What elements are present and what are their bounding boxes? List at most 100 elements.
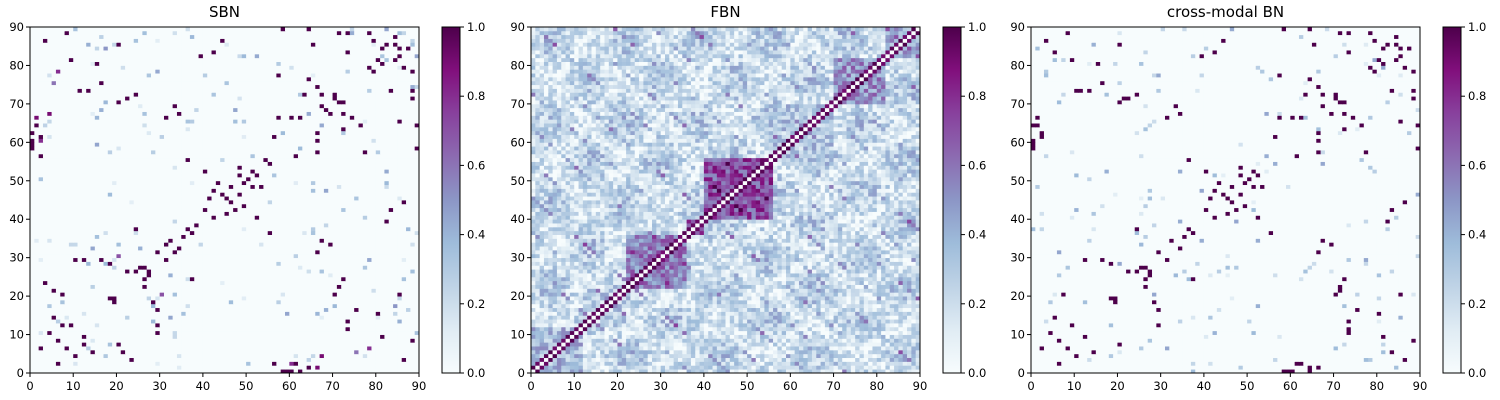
heatmap-cell [328,173,333,177]
heatmap-cell [276,219,281,223]
heatmap-cell [39,269,44,273]
heatmap-cell [43,281,48,285]
heatmap-cell [160,281,165,285]
heatmap-cell [333,269,338,273]
heatmap-cell [194,323,199,327]
heatmap-cell [324,277,329,281]
heatmap-cell [138,262,143,266]
heatmap-cell [371,327,376,331]
heatmap-cell [384,262,389,266]
heatmap-cell [125,212,130,216]
heatmap-cell [60,181,65,185]
heatmap-cell [350,173,355,177]
heatmap-cell [328,296,333,300]
heatmap-cell [337,331,342,335]
heatmap-cell [281,212,286,216]
heatmap-cell [333,288,338,292]
heatmap-cell [285,342,290,346]
heatmap-cell [311,215,316,219]
heatmap-cell [358,308,363,312]
heatmap-cell [337,296,342,300]
heatmap-cell [216,219,221,223]
heatmap-cell [34,219,39,223]
heatmap-cell [341,327,346,331]
heatmap-cell [354,188,359,192]
heatmap-cell [250,346,255,350]
heatmap-cell [207,323,212,327]
heatmap-cell [82,227,87,231]
heatmap-cell [56,315,61,319]
heatmap-cell [389,231,394,235]
heatmap-cell [129,315,134,319]
heatmap-cell [354,169,359,173]
heatmap-cell [82,250,87,254]
heatmap-cell [389,188,394,192]
heatmap-cell [242,335,247,339]
heatmap-cell [207,285,212,289]
heatmap-cell [116,331,121,335]
heatmap-cell [177,173,182,177]
heatmap-cell [39,304,44,308]
heatmap-cell [39,235,44,239]
heatmap-cell [242,192,247,196]
heatmap-cell [69,165,74,169]
heatmap-cell [173,262,178,266]
heatmap-cell [233,265,238,269]
heatmap-cell [116,177,121,181]
heatmap-cell [34,311,39,315]
heatmap-cell [376,235,381,239]
heatmap-cell [121,335,126,339]
heatmap-cell [333,277,338,281]
heatmap-cell [389,338,394,342]
heatmap-cell [190,200,195,204]
heatmap-cell [341,235,346,239]
heatmap-cell [384,288,389,292]
heatmap-cell [47,212,52,216]
heatmap-cell [47,342,52,346]
heatmap-cell [142,308,147,312]
heatmap-cell [39,246,44,250]
heatmap-cell [207,246,212,250]
heatmap-cell [69,204,74,208]
heatmap-cell [397,300,402,304]
heatmap-cell [78,335,83,339]
heatmap-cell [242,212,247,216]
heatmap-cell [177,281,182,285]
heatmap-cell [410,254,415,258]
heatmap-cell [134,223,139,227]
heatmap-cell [402,223,407,227]
heatmap-cell [410,196,415,200]
heatmap-cell [406,361,411,365]
heatmap-cell [346,273,351,277]
heatmap-cell [298,354,303,358]
heatmap-cell [242,296,247,300]
heatmap-cell [43,173,48,177]
heatmap-cell [406,246,411,250]
heatmap-cell [276,188,281,192]
heatmap-cell [78,219,83,223]
heatmap-cell [354,311,359,315]
heatmap-cell [52,269,57,273]
heatmap-cell [47,296,52,300]
heatmap-cell [268,342,273,346]
heatmap-cell [155,204,160,208]
heatmap-cell [246,358,251,362]
heatmap-cell [358,254,363,258]
heatmap-cell [333,354,338,358]
heatmap-cell [47,292,52,296]
heatmap-cell [285,265,290,269]
heatmap-cell [173,346,178,350]
heatmap-cell [194,177,199,181]
heatmap-cell [237,185,242,189]
heatmap-cell [371,350,376,354]
heatmap-cell [276,238,281,242]
heatmap-cell [376,188,381,192]
heatmap-cell [225,254,230,258]
heatmap-cell [121,315,126,319]
heatmap-cell [294,258,299,262]
heatmap-cell [52,308,57,312]
heatmap-cell [216,281,221,285]
heatmap-cell [263,342,268,346]
heatmap-cell [371,254,376,258]
heatmap-cell [346,358,351,362]
